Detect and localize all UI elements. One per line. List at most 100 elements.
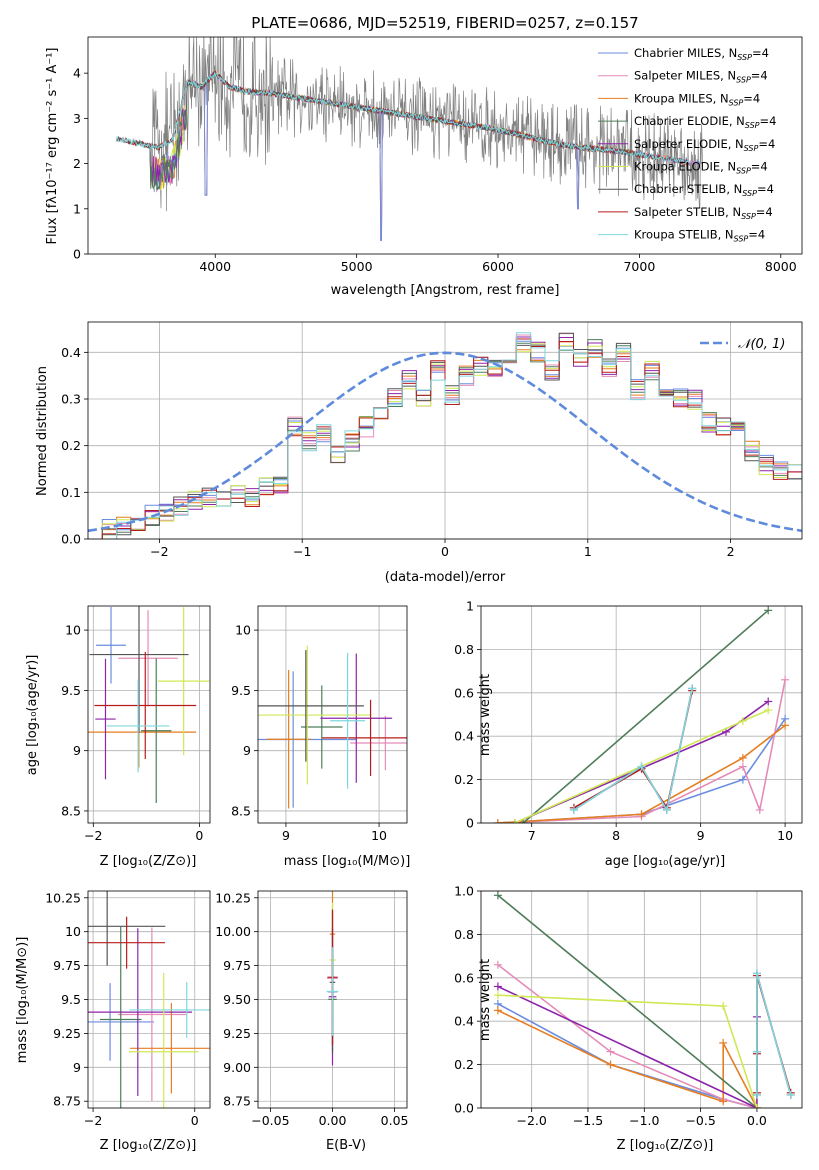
legend-label: Kroupa MILES, NSSP=4 [634, 91, 760, 107]
mass-vs-Z-xlabel: Z [log₁₀(Z/Z⊙)] [100, 1138, 197, 1153]
y-tick-label: 10 [65, 924, 81, 939]
weight-vs-age-xlabel: age [log₁₀(age/yr)] [605, 854, 726, 869]
y-tick-label: 0.6 [454, 970, 474, 985]
y-tick-label: 9.5 [61, 683, 81, 698]
histogram-step [88, 332, 802, 539]
y-tick-label: 2 [73, 156, 81, 171]
legend-label-subscript: SSP [744, 144, 759, 153]
x-tick-label: 7 [528, 828, 536, 843]
legend-label: Chabrier STELIB, NSSP=4 [634, 182, 774, 198]
y-tick-label: 0.1 [61, 485, 81, 500]
y-tick-label: 0.2 [61, 438, 81, 453]
legend-label-subscript: SSP [737, 53, 752, 62]
y-tick-label: 0.4 [61, 345, 81, 360]
y-tick-label: 0.2 [454, 1057, 474, 1072]
x-tick-label: 9 [282, 828, 290, 843]
legend-label-text: Salpeter STELIB, N [634, 205, 741, 219]
residuals-ylabel: Normed distribution [35, 366, 50, 496]
y-tick-label: 0.6 [454, 685, 474, 700]
y-tick-label: 9 [73, 743, 81, 758]
y-tick-label: 0.0 [61, 532, 81, 547]
legend-label: Salpeter MILES, NSSP=4 [634, 69, 768, 85]
axes-frame [87, 890, 211, 1109]
x-tick-label: −2 [150, 544, 168, 559]
spectrum-panel: PLATE=0686, MJD=52519, FIBERID=0257, z=0… [45, 14, 803, 298]
weight-vs-age-ylabel: mass weight [478, 674, 493, 756]
x-tick-label: 0.00 [319, 1113, 347, 1128]
y-tick-label: 10 [65, 623, 81, 638]
axes-layer: −2.0 −1.5 −1.0 −0.5 0.0 0.0 0.2 0.4 0.6 0.8 1.0 [454, 884, 803, 1128]
axes-layer: −2 0 8.5 9 9.5 10 [61, 605, 211, 843]
y-tick-label: 0 [73, 247, 81, 262]
legend-label-subscript: SSP [736, 76, 751, 85]
y-tick-label: 9.00 [223, 1060, 251, 1075]
legend-label: Chabrier MILES, NSSP=4 [634, 46, 769, 62]
y-tick-label: 9.25 [53, 1026, 81, 1041]
axes-frame [257, 890, 408, 1109]
y-tick-label: 8.75 [53, 1094, 81, 1109]
axes-layer: −2 0 8.75 9 9.25 9.5 9.75 10 10.25 [45, 890, 211, 1128]
axes-layer: 9 10 8.5 9 9.5 10 [231, 605, 408, 843]
weight-line [573, 688, 693, 813]
legend-label-text: Chabrier STELIB, N [634, 182, 742, 196]
weight-vs-Z-xlabel: Z [log₁₀(Z/Z⊙)] [617, 1138, 714, 1153]
age-vs-Z-ylabel: age [log₁₀(age/yr)] [25, 655, 40, 776]
y-tick-label: 9.5 [231, 683, 251, 698]
legend-label-subscript: SSP [742, 189, 757, 198]
data-layer [493, 606, 790, 823]
y-tick-label: 9.50 [223, 992, 251, 1007]
legend-label-value: =4 [743, 91, 760, 105]
y-tick-label: 8.5 [231, 803, 251, 818]
data-layer [88, 332, 802, 539]
axes-layer: −0.05 0.00 0.05 8.75 9.00 9.25 9.50 9.75 10.00 10… [215, 890, 408, 1128]
axes-frame [87, 321, 803, 540]
legend-label-subscript: SSP [745, 121, 760, 130]
grid-layer [88, 891, 210, 1108]
spectrum-legend: Chabrier MILES, NSSP=4 Salpeter MILES, NS… [598, 46, 776, 244]
data-layer [493, 891, 795, 1108]
x-tick-label: 0 [191, 1113, 199, 1128]
axes-frame [480, 890, 803, 1109]
y-tick-label: 0.8 [454, 927, 474, 942]
x-tick-label: 8000 [765, 259, 797, 274]
legend-label-text: Chabrier ELODIE, N [634, 114, 745, 128]
axes-frame [480, 605, 803, 824]
residuals-legend: 𝒩(0, 1) [700, 337, 785, 352]
x-tick-label: 5000 [341, 259, 373, 274]
legend-label: Chabrier ELODIE, NSSP=4 [634, 114, 776, 130]
y-tick-label: 9.75 [223, 958, 251, 973]
axes-layer: −2 −1 0 1 2 0.0 0.1 0.2 0.3 0.4 [61, 321, 803, 559]
weight-vs-Z-ylabel: mass weight [478, 959, 493, 1041]
x-tick-label: −0.05 [251, 1113, 289, 1128]
x-tick-label: −0.5 [685, 1113, 715, 1128]
x-tick-label: 4000 [199, 259, 231, 274]
legend-label-value: =4 [751, 160, 768, 174]
normal-curve [88, 351, 802, 533]
legend-label-value: =4 [757, 182, 774, 196]
y-tick-label: 0.2 [454, 772, 474, 787]
y-tick-label: 10.25 [45, 890, 81, 905]
legend-label-subscript: SSP [729, 98, 744, 107]
weight-line [497, 724, 786, 823]
y-tick-label: 10.00 [215, 924, 251, 939]
grid-layer [88, 606, 210, 823]
mass-vs-ebv-xlabel: E(B-V) [326, 1138, 366, 1153]
axes-layer: 7 8 9 10 0 0.2 0.4 0.6 0.8 1 [454, 599, 803, 843]
y-tick-label: 1.0 [454, 884, 474, 899]
x-tick-label: −1 [293, 544, 311, 559]
y-tick-label: 0.4 [454, 729, 474, 744]
y-tick-label: 0.8 [454, 642, 474, 657]
x-tick-label: 0.0 [747, 1113, 767, 1128]
age-vs-Z-panel: −2 0 8.5 9 9.5 10 Z [log₁₀(Z/Z⊙)] age [log₁₀(… [25, 605, 211, 869]
y-tick-label: 3 [73, 111, 81, 126]
y-tick-label: 8.75 [223, 1094, 251, 1109]
age-vs-mass-xlabel: mass [log₁₀(M/M⊙)] [284, 854, 411, 869]
weight-line [756, 973, 792, 1096]
legend-label-text: Kroupa MILES, N [634, 91, 729, 105]
y-tick-label: 9 [243, 743, 251, 758]
data-layer [88, 606, 210, 803]
legend-label-subscript: SSP [734, 235, 749, 244]
weight-line [522, 609, 769, 823]
